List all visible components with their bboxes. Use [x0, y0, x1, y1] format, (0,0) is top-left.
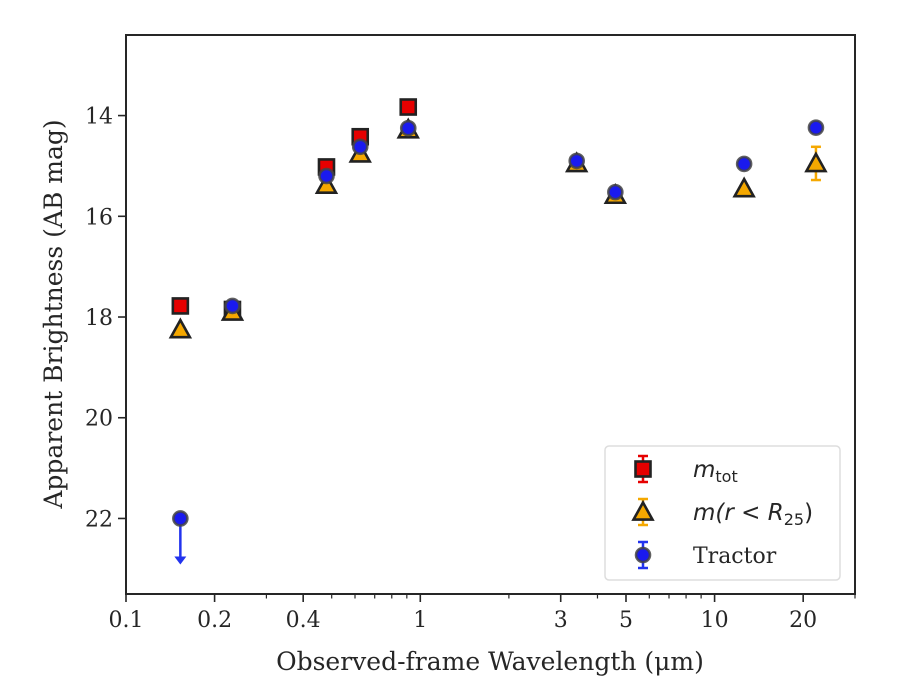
legend-box — [604, 445, 841, 581]
x-tick-label: 1 — [413, 608, 427, 633]
x-tick-label: 0.1 — [109, 608, 144, 633]
upper-limit-arrowhead — [174, 556, 187, 565]
legend-item-0: mtot — [634, 454, 738, 486]
data-point — [318, 167, 335, 185]
legend-item-2: Tractor — [634, 540, 777, 570]
x-axis-label: Observed-frame Wavelength (μm) — [276, 647, 704, 676]
legend-marker — [634, 546, 652, 564]
data-point — [172, 510, 189, 527]
x-tick-label: 0.2 — [197, 608, 232, 633]
legend-item-1: m(r < R25) — [631, 497, 813, 529]
y-tick-label: 16 — [85, 205, 113, 230]
legend: mtot m(r < R25) Tractor — [604, 445, 841, 581]
y-tick-label: 14 — [85, 105, 113, 130]
axes-layer: 0.1 0.2 0.4 1 3 5 10 20 14 16 18 20 22 — [85, 105, 856, 633]
data-point — [732, 176, 756, 198]
legend-marker — [631, 499, 655, 521]
data-point — [171, 297, 190, 315]
plot-frame — [125, 34, 856, 595]
x-tick-label: 20 — [789, 608, 817, 633]
data-point — [399, 119, 417, 137]
data-point — [568, 152, 586, 170]
legend-marker — [634, 460, 652, 478]
data-point — [168, 317, 193, 339]
y-tick-label: 22 — [85, 507, 113, 532]
data-point — [607, 183, 624, 201]
data-point — [224, 297, 241, 315]
legend-label: mtot — [693, 457, 738, 486]
data-point — [807, 119, 825, 136]
x-tick-label: 0.4 — [286, 608, 321, 633]
data-point — [399, 98, 418, 116]
x-tick-label: 10 — [701, 608, 729, 633]
y-axis-label: Apparent Brightness (AB mag) — [39, 119, 68, 509]
y-tick-label: 18 — [85, 306, 113, 331]
data-point — [351, 138, 369, 156]
data-point — [804, 151, 828, 173]
series-layer — [168, 98, 828, 565]
legend-label: Tractor — [693, 544, 777, 569]
legend-label: m(r < R25) — [693, 500, 813, 529]
data-point — [735, 155, 753, 173]
x-tick-label: 5 — [619, 608, 633, 633]
y-tick-label: 20 — [85, 407, 113, 432]
series-2 — [172, 119, 825, 565]
x-tick-label: 3 — [554, 608, 568, 633]
